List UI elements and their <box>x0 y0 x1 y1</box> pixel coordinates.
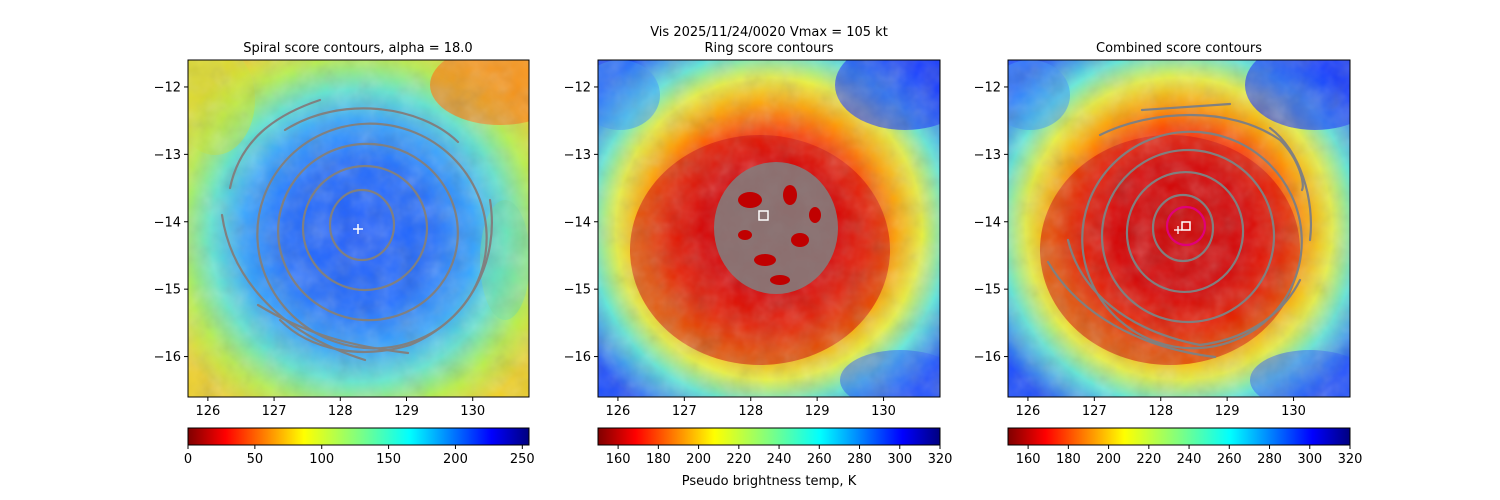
colorbar-tick-label: 200 <box>686 452 711 467</box>
colorbar-tick-label: 240 <box>767 452 792 467</box>
x-tick-label: 129 <box>394 404 419 419</box>
panel-spiral-frame <box>187 59 530 398</box>
spiral-contours <box>220 98 493 362</box>
panel-ring-title: Ring score contours <box>704 41 833 56</box>
y-tick-label: −15 <box>154 283 181 298</box>
x-tick-label: 126 <box>606 404 631 419</box>
colorbar-tick-label: 100 <box>309 452 334 467</box>
colorbar-tick-label: 250 <box>510 452 535 467</box>
colorbar-tick-label: 180 <box>646 452 671 467</box>
panel-combined-image <box>1008 60 1350 397</box>
panel-combined: Combined score contours <box>974 41 1363 467</box>
colorbar-tick-label: 280 <box>1257 452 1282 467</box>
x-tick-label: 130 <box>1281 404 1306 419</box>
spiral-center-marker <box>353 224 363 234</box>
ring-score-region <box>714 162 838 294</box>
ring-center-marker <box>758 210 769 221</box>
colorbar-spiral: 0 50 100 150 200 250 <box>184 427 535 467</box>
y-tick-label: −13 <box>974 148 1001 163</box>
x-tick-label: 126 <box>195 404 220 419</box>
eye-circle <box>1165 205 1207 247</box>
colorbar-tick-label: 320 <box>1338 452 1363 467</box>
colorbar-tick-label: 300 <box>887 452 912 467</box>
colorbar-combined-ticks: 160 180 200 220 240 260 280 300 320 <box>1016 445 1363 467</box>
panel-ring: Ring score contours 126 127 128 129 130−12− <box>564 41 953 489</box>
y-tick-label: −12 <box>974 80 1001 95</box>
y-tick-label: −16 <box>974 350 1001 365</box>
combined-center-marker <box>1181 221 1191 231</box>
colorbar-tick-label: 160 <box>606 452 631 467</box>
panel-combined-frame <box>1007 59 1351 398</box>
y-tick-label: −13 <box>564 148 591 163</box>
colorbar-tick-label: 320 <box>928 452 953 467</box>
x-tick-label: 127 <box>1082 404 1107 419</box>
x-tick-label: 129 <box>805 404 830 419</box>
panel-combined-ticks: 126 127 128 129 130 −12 −13 −14 −15 −16 <box>974 80 1306 419</box>
colorbar-tick-label: 260 <box>807 452 832 467</box>
colorbar-combined: 160 180 200 220 240 260 280 300 320 <box>1007 427 1363 467</box>
y-tick-label: −16 <box>154 350 181 365</box>
x-tick-label: 127 <box>672 404 697 419</box>
x-tick-label: 130 <box>460 404 485 419</box>
colorbar-tick-label: 160 <box>1016 452 1041 467</box>
y-tick-label: −14 <box>564 215 591 230</box>
panel-spiral-ticks: 126 127 128 129 130 −12 −13 −14 −15 −16 <box>154 80 486 419</box>
x-tick-label: 129 <box>1215 404 1240 419</box>
colorbar-ring: 160 180 200 220 240 260 280 300 320 Pseudo brigh… <box>597 427 953 489</box>
y-tick-label: −15 <box>974 283 1001 298</box>
colorbar-tick-label: 180 <box>1056 452 1081 467</box>
y-tick-label: −12 <box>154 80 181 95</box>
panel-spiral-image <box>188 60 529 397</box>
colorbar-tick-label: 220 <box>1136 452 1161 467</box>
figure-suptitle: Vis 2025/11/24/0020 Vmax = 105 kt <box>650 25 888 40</box>
colorbar-spiral-ticks: 0 50 100 150 200 250 <box>184 445 535 467</box>
colorbar-tick-label: 150 <box>376 452 401 467</box>
combined-contours <box>1046 102 1312 359</box>
y-tick-label: −12 <box>564 80 591 95</box>
colorbar-spiral-gradient <box>188 428 529 445</box>
colorbar-tick-label: 0 <box>184 452 192 467</box>
colorbar-tick-label: 260 <box>1217 452 1242 467</box>
colorbar-tick-label: 300 <box>1297 452 1322 467</box>
x-tick-label: 128 <box>328 404 353 419</box>
colorbar-label: Pseudo brightness temp, K <box>682 474 857 489</box>
x-tick-label: 127 <box>262 404 287 419</box>
colorbar-tick-label: 200 <box>1096 452 1121 467</box>
y-tick-label: −16 <box>564 350 591 365</box>
y-tick-label: −14 <box>154 215 181 230</box>
y-tick-label: −14 <box>974 215 1001 230</box>
colorbar-tick-label: 280 <box>847 452 872 467</box>
panel-combined-title: Combined score contours <box>1096 41 1262 56</box>
colorbar-tick-label: 240 <box>1177 452 1202 467</box>
panel-ring-frame <box>597 59 941 398</box>
panel-ring-image <box>598 60 940 397</box>
x-tick-label: 130 <box>871 404 896 419</box>
colorbar-ring-gradient <box>598 428 940 445</box>
y-tick-label: −13 <box>154 148 181 163</box>
x-tick-label: 128 <box>1148 404 1173 419</box>
colorbar-tick-label: 50 <box>247 452 264 467</box>
panel-ring-ticks: 126 127 128 129 130 −12 −13 −14 −15 −16 <box>564 80 896 419</box>
colorbar-tick-label: 220 <box>726 452 751 467</box>
panel-spiral: Spiral score contours, alpha = 18.0 <box>154 41 535 467</box>
first-guess-marker <box>1174 226 1182 234</box>
panel-spiral-title: Spiral score contours, alpha = 18.0 <box>243 41 472 56</box>
x-tick-label: 128 <box>738 404 763 419</box>
colorbar-ring-ticks: 160 180 200 220 240 260 280 300 320 <box>606 445 953 467</box>
x-tick-label: 126 <box>1016 404 1041 419</box>
y-tick-label: −15 <box>564 283 591 298</box>
colorbar-combined-gradient <box>1008 428 1350 445</box>
colorbar-tick-label: 200 <box>443 452 468 467</box>
